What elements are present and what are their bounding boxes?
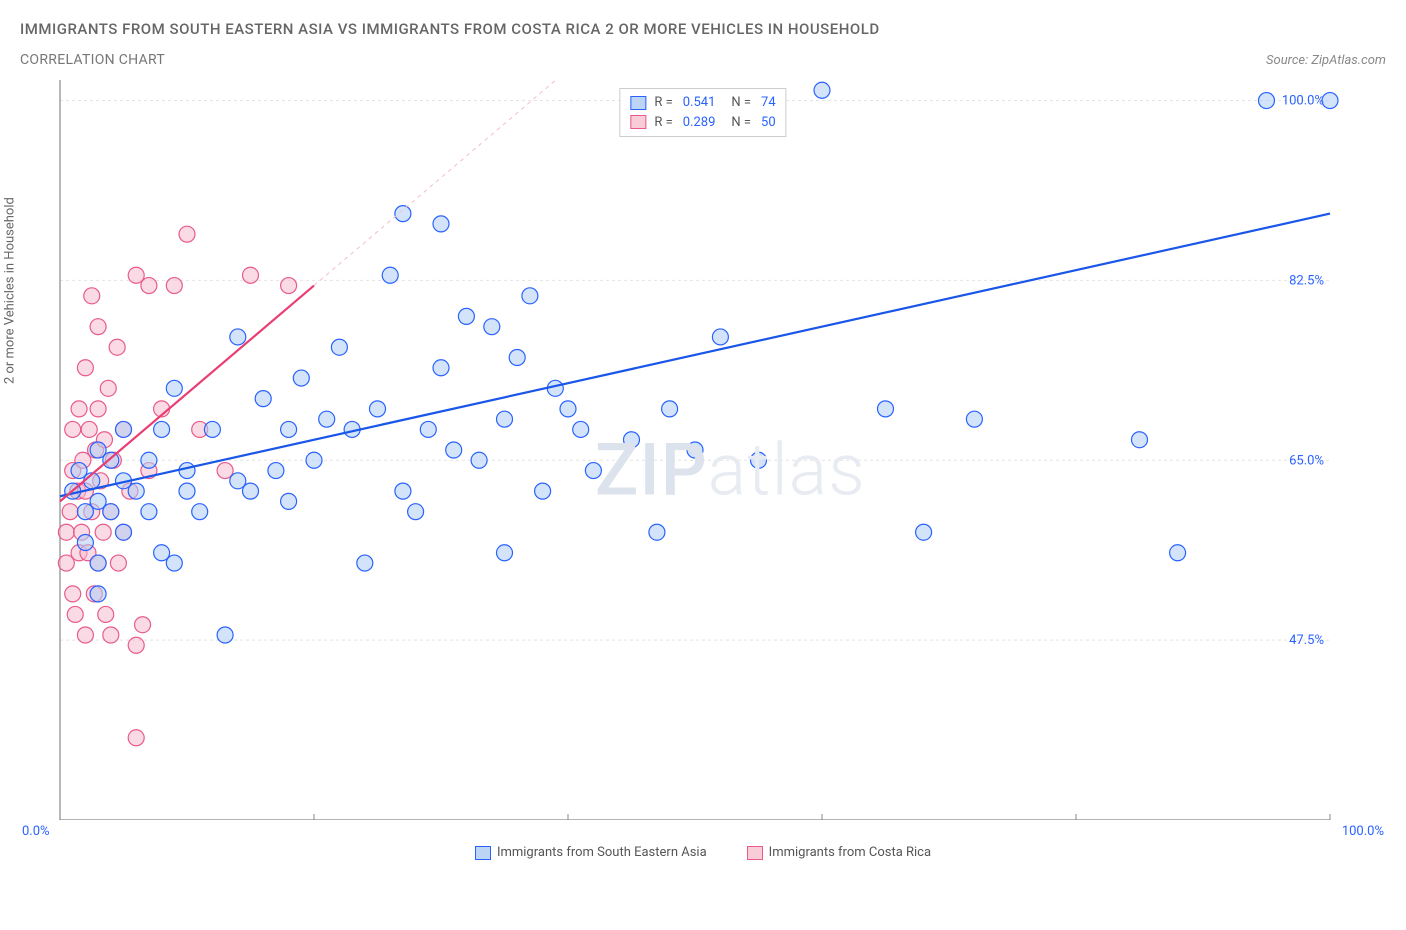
plot-wrapper: 2 or more Vehicles in Household ZIPatlas…	[20, 80, 1386, 860]
stats-row-0: R = 0.541 N = 74	[630, 93, 775, 113]
stats-R-value-1: 0.289	[683, 113, 716, 133]
legend-swatch-0	[475, 846, 491, 860]
stats-row-1: R = 0.289 N = 50	[630, 113, 775, 133]
stats-R-label: R =	[654, 113, 672, 133]
stats-N-label: N =	[731, 93, 751, 113]
subtitle-row: CORRELATION CHART Source: ZipAtlas.com	[20, 52, 1386, 68]
chart-subtitle: CORRELATION CHART	[20, 52, 165, 68]
legend-label-1: Immigrants from Costa Rica	[769, 845, 931, 860]
x-max-label: 100.0%	[1342, 824, 1384, 839]
legend-bottom: Immigrants from South Eastern Asia Immig…	[20, 845, 1386, 860]
x-range-labels: 0.0% 100.0%	[20, 824, 1386, 839]
stats-R-value-0: 0.541	[683, 93, 716, 113]
y-axis-label: 2 or more Vehicles in Household	[3, 197, 18, 384]
stats-swatch-0	[630, 96, 646, 110]
svg-text:65.0%: 65.0%	[1289, 453, 1324, 468]
correlation-chart-container: IMMIGRANTS FROM SOUTH EASTERN ASIA VS IM…	[20, 20, 1386, 910]
source-attribution: Source: ZipAtlas.com	[1266, 53, 1386, 68]
legend-label-0: Immigrants from South Eastern Asia	[497, 845, 707, 860]
legend-swatch-1	[747, 846, 763, 860]
stats-N-value-1: 50	[761, 113, 776, 133]
scatter-plot-svg: 47.5% 65.0% 82.5% 100.0%	[20, 80, 1340, 820]
svg-text:82.5%: 82.5%	[1289, 273, 1324, 288]
legend-item-0: Immigrants from South Eastern Asia	[475, 845, 707, 860]
stats-R-label: R =	[654, 93, 672, 113]
stats-legend-box: R = 0.541 N = 74 R = 0.289 N = 50	[619, 88, 786, 137]
stats-N-label: N =	[731, 113, 751, 133]
x-min-label: 0.0%	[22, 824, 50, 839]
legend-item-1: Immigrants from Costa Rica	[747, 845, 931, 860]
svg-text:100.0%: 100.0%	[1282, 94, 1324, 109]
stats-swatch-1	[630, 115, 646, 129]
svg-text:47.5%: 47.5%	[1289, 633, 1324, 648]
stats-N-value-0: 74	[761, 93, 776, 113]
chart-title: IMMIGRANTS FROM SOUTH EASTERN ASIA VS IM…	[20, 20, 1386, 38]
